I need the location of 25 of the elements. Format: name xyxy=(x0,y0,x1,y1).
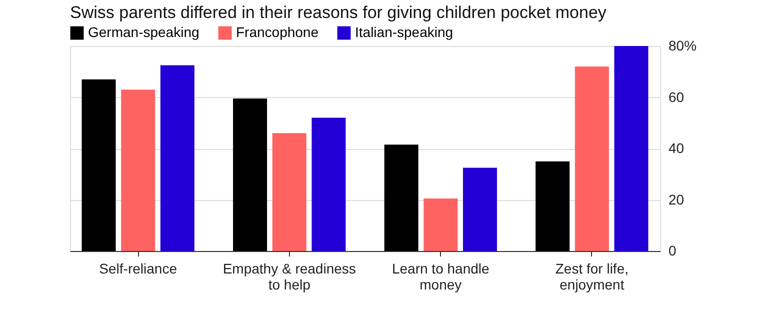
chart-title: Swiss parents differed in their reasons for giving children pocket money xyxy=(70,3,607,22)
x-tick-label: Self-reliance xyxy=(99,260,178,276)
bar xyxy=(536,161,570,251)
y-tick-label: 20 xyxy=(668,191,684,208)
bar xyxy=(233,98,268,251)
legend-label: Francophone xyxy=(236,24,319,40)
bar xyxy=(424,198,458,251)
legend-label: German-speaking xyxy=(88,24,200,40)
y-tick-label: 80% xyxy=(668,38,697,54)
bar xyxy=(614,46,648,251)
y-tick-label: 40 xyxy=(668,140,684,156)
bar xyxy=(312,118,346,251)
y-tick-label: 60 xyxy=(668,88,684,105)
x-tick-label: Empathy & readiness to help xyxy=(222,260,356,292)
bar xyxy=(82,79,116,251)
bar xyxy=(462,168,497,251)
bar xyxy=(121,90,156,251)
x-tick-label: Learn to handle money xyxy=(392,260,490,292)
y-tick-label: 0 xyxy=(668,242,676,258)
bar xyxy=(272,133,306,251)
bar xyxy=(160,65,194,251)
legend-label: Italian-speaking xyxy=(355,24,454,40)
bar xyxy=(384,144,418,251)
x-tick-label: Zest for life, enjoyment xyxy=(555,260,628,292)
bar xyxy=(574,66,609,251)
